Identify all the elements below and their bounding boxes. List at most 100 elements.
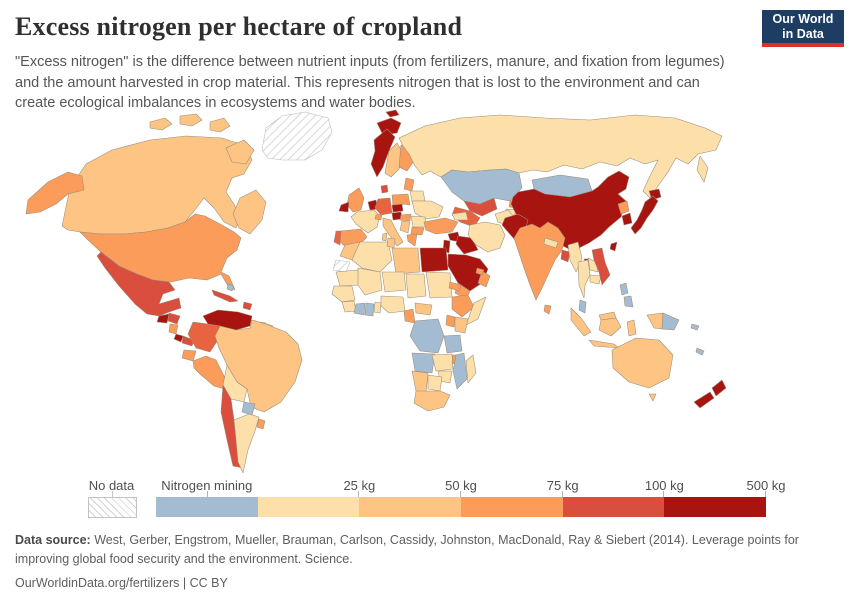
legend-segment-25-kg[interactable]: 25 kg [257,478,375,517]
country-oman[interactable] [477,270,491,288]
country-australia[interactable] [611,337,674,389]
country-cote-divoire[interactable] [353,302,366,316]
country-nepal[interactable] [543,237,559,249]
country-sudan[interactable] [425,271,453,299]
country-botswana[interactable] [427,374,443,392]
country-vietnam[interactable] [591,247,611,286]
country-svalbard[interactable] [385,109,400,118]
country-ireland[interactable] [338,201,350,213]
country-uae-qatar[interactable] [475,267,485,276]
country-laos[interactable] [587,257,599,273]
country-philippines[interactable] [619,282,629,296]
country-uruguay[interactable] [256,418,266,430]
country-portugal[interactable] [333,230,342,246]
legend-no-data-swatch[interactable] [88,497,137,518]
country-south-africa[interactable] [413,390,451,412]
country-canada[interactable] [61,135,253,235]
country-nigeria[interactable] [380,295,406,314]
country-hispaniola[interactable] [242,301,253,311]
country-greenland[interactable] [261,111,333,161]
country-denmark[interactable] [380,184,389,194]
country-cuba[interactable] [211,289,239,303]
country-sulawesi[interactable] [626,319,637,337]
country-iran[interactable] [467,221,506,253]
country-western-sahara[interactable] [332,259,351,273]
owid-logo[interactable]: Our World in Data [762,10,844,47]
country-new-zealand-north[interactable] [711,379,727,397]
country-bulgaria[interactable] [410,226,425,236]
country-guatemala[interactable] [156,313,170,324]
country-sweden[interactable] [384,142,404,178]
country-central-african-republic[interactable] [414,302,433,316]
country-new-zealand-south[interactable] [693,391,715,409]
country-ukraine[interactable] [411,200,444,220]
country-namibia[interactable] [411,370,429,394]
country-canada[interactable] [225,139,255,165]
country-solomon[interactable] [690,323,700,331]
country-kenya[interactable] [454,316,469,334]
country-tanzania[interactable] [443,334,463,354]
country-alaska[interactable] [25,171,85,215]
country-panama[interactable] [181,335,195,347]
country-algeria[interactable] [351,241,393,273]
country-uganda[interactable] [445,314,456,328]
footer-link[interactable]: OurWorldinData.org/fertilizers | CC BY [15,575,228,590]
country-caucasus[interactable] [451,211,469,221]
country-india[interactable] [513,221,566,301]
legend-segment-500-kg[interactable]: 500 kg [664,478,786,517]
country-colombia[interactable] [187,321,221,353]
country-cameroon[interactable] [403,308,416,324]
country-malaysia[interactable] [578,299,587,314]
country-borneo-indonesia[interactable] [598,317,622,337]
country-paraguay[interactable] [241,401,256,416]
country-mexico[interactable] [96,251,182,317]
country-poland[interactable] [391,193,411,206]
country-turkey[interactable] [423,217,459,235]
country-sardinia[interactable] [381,232,388,242]
country-tasmania[interactable] [648,393,657,402]
country-france[interactable] [350,209,381,234]
legend-color-bar[interactable]: Nitrogen mining 25 kg 50 kg 75 kg 100 kg 500 … [156,478,786,517]
country-zambia[interactable] [431,353,454,372]
legend-segment-100-kg[interactable]: 100 kg [562,478,684,517]
country-cambodia[interactable] [589,274,602,285]
country-baltics[interactable] [403,177,415,192]
country-angola[interactable] [411,352,436,374]
country-libya[interactable] [391,247,421,275]
country-mauritania[interactable] [335,269,361,287]
country-eritrea[interactable] [448,281,462,292]
country-ghana[interactable] [364,302,375,317]
country-canada[interactable] [232,189,267,235]
country-bahamas[interactable] [226,283,235,292]
country-somalia[interactable] [465,296,487,326]
country-italy[interactable] [382,217,404,247]
country-tunisia[interactable] [386,237,396,249]
country-java[interactable] [588,339,620,349]
country-north-korea[interactable] [617,200,630,215]
country-hungary[interactable] [399,213,412,222]
country-taiwan[interactable] [609,241,618,252]
country-south-korea[interactable] [621,212,633,226]
country-sumatra[interactable] [570,307,592,337]
country-kazakhstan[interactable] [440,168,523,205]
country-indonesia-papua[interactable] [646,312,664,330]
country-kamchatka[interactable] [696,155,709,183]
country-switzerland[interactable] [374,213,383,221]
country-mali[interactable] [357,267,383,296]
country-madagascar[interactable] [465,354,477,384]
country-honduras[interactable] [167,312,181,325]
country-drc[interactable] [409,318,445,354]
country-japan[interactable] [630,195,659,235]
country-canada[interactable] [149,117,173,131]
country-costa-rica[interactable] [173,333,184,343]
country-balkans[interactable] [399,220,411,234]
country-senegal-region[interactable] [331,285,356,303]
country-bangladesh[interactable] [560,249,571,263]
country-philippines[interactable] [623,295,634,308]
country-norway[interactable] [370,128,396,178]
country-uk[interactable] [346,187,365,213]
country-new-caledonia[interactable] [695,347,705,356]
country-argentina[interactable] [233,413,260,474]
country-mozambique[interactable] [452,352,468,390]
country-guinea-region[interactable] [341,300,357,313]
